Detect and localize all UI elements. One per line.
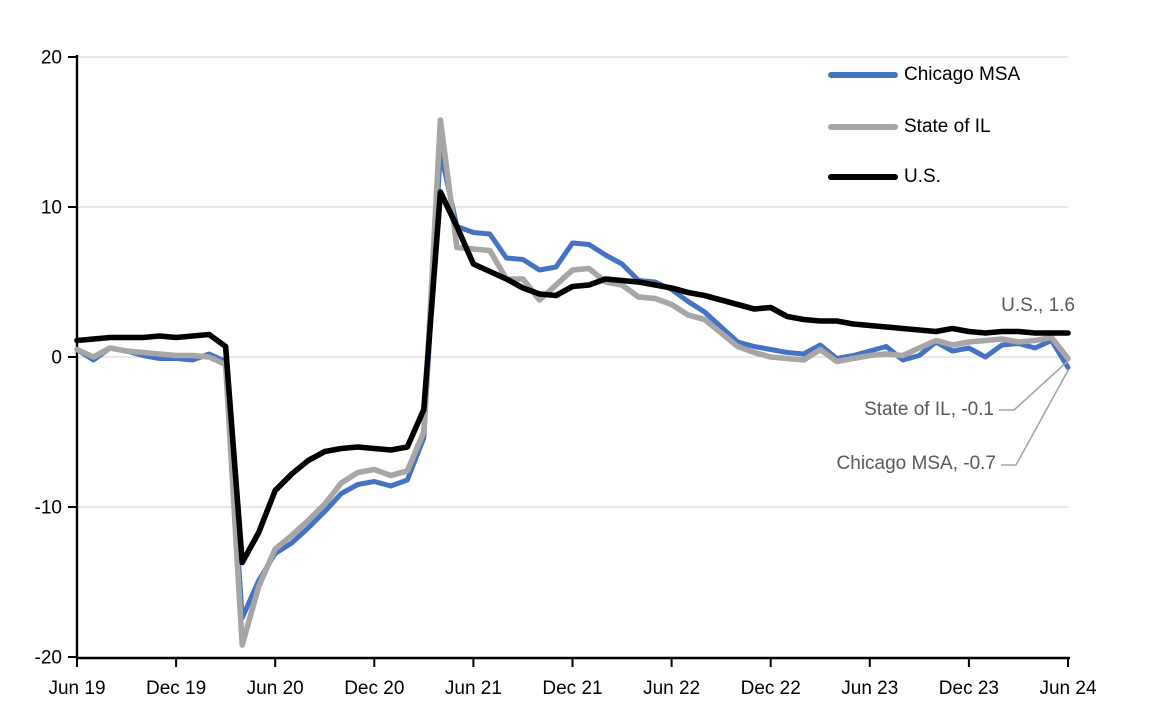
y-tick-label: -10 [35,498,62,519]
x-tick-label: Jun 20 [247,678,304,699]
series-line-state-of-il [74,117,1071,648]
x-tick-label: Jun 24 [1039,678,1096,699]
legend-label-state-of-il: State of IL [904,116,991,137]
legend-label-us: U.S. [904,166,941,187]
legend-item-state-of-il: State of IL [828,116,991,138]
legend-label-chicago-msa: Chicago MSA [904,64,1021,85]
legend-item-chicago-msa: Chicago MSA [828,64,1020,86]
end-label-chicago-msa: Chicago MSA, -0.7 [836,453,996,474]
end-label-state-of-il: State of IL, -0.1 [864,399,994,420]
x-tick-label: Dec 22 [741,678,801,699]
x-tick-label: Dec 21 [542,678,602,699]
y-tick-label: -20 [35,648,62,669]
x-tick-label: Jun 22 [643,678,700,699]
series-line-u-s [74,189,1071,566]
end-label-us: U.S., 1.6 [1001,295,1075,316]
x-tick-label: Jun 21 [445,678,502,699]
legend-item-us: U.S. [828,166,941,188]
leader-line-chicago-msa [1001,369,1070,466]
y-tick-label: 20 [41,48,62,69]
y-tick-label: 10 [41,198,62,219]
x-tick-label: Dec 23 [939,678,999,699]
x-tick-label: Dec 19 [146,678,206,699]
legend-swatch-state-of-il [828,124,898,130]
legend-swatch-chicago-msa [828,72,898,78]
x-tick-label: Jun 19 [48,678,105,699]
legend-swatch-us [828,174,898,180]
leader-line-state-of-il [999,359,1070,411]
y-tick-label: 0 [51,348,62,369]
x-tick-label: Jun 23 [841,678,898,699]
x-tick-label: Dec 20 [344,678,404,699]
